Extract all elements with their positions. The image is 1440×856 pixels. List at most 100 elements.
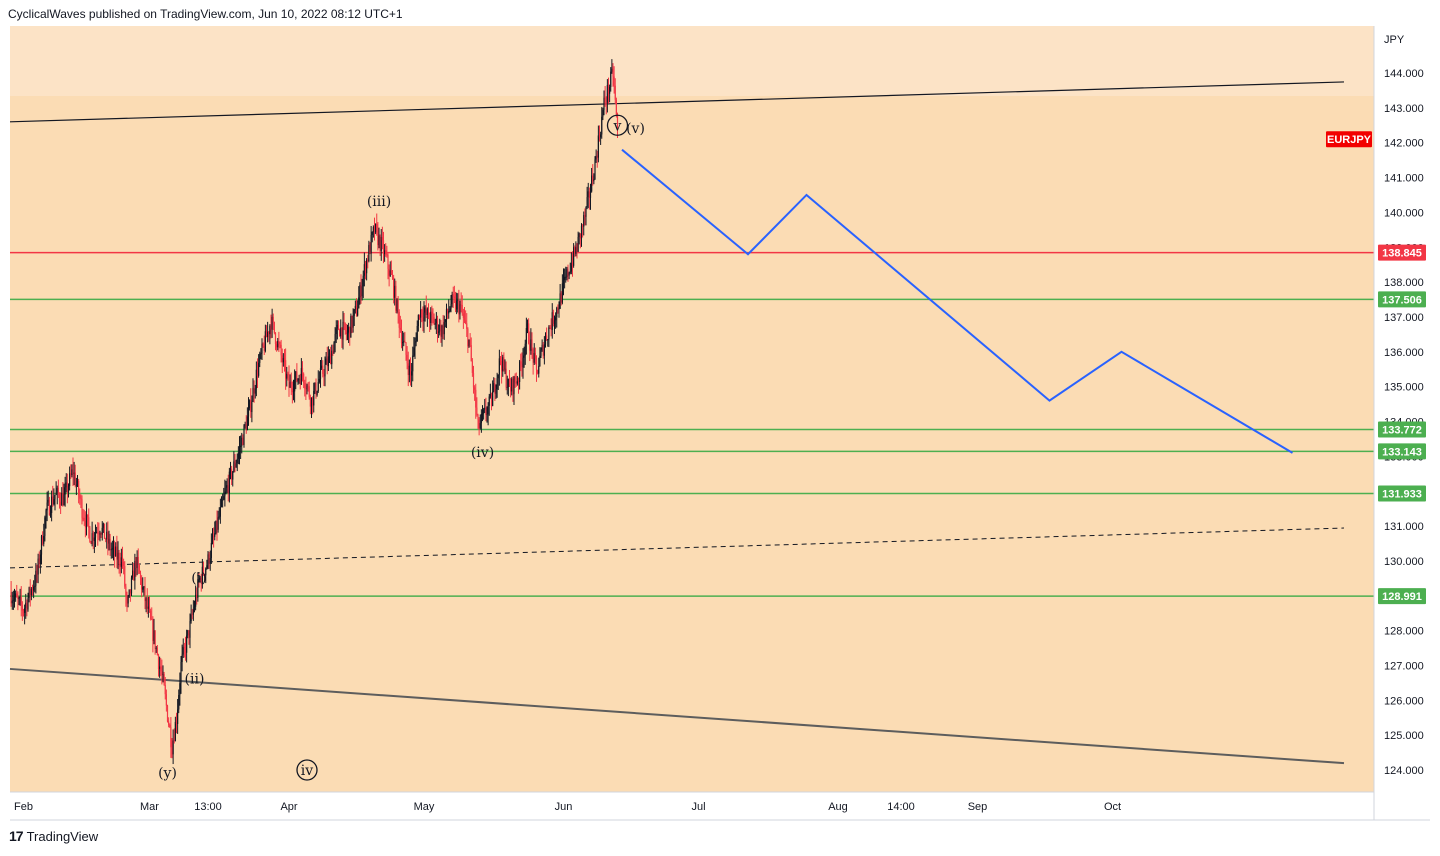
candle [88,508,90,539]
candle [148,596,151,613]
candle-body [109,538,111,550]
candle-body [546,335,548,340]
candle-body [568,272,570,276]
wave-label-5: (y) [158,765,177,781]
candle [224,479,226,507]
candle-body [348,326,350,333]
candle [430,307,432,330]
y-tick-label: 138.000 [1384,277,1424,289]
candle-body [245,424,247,431]
candle-body [519,361,521,382]
candle [582,223,584,238]
candle-body [72,469,74,474]
candle [576,243,578,259]
candle-body [585,206,587,217]
candle [364,260,367,280]
price-tag-bg [1378,485,1426,502]
candle-body [460,304,462,306]
candle [105,537,107,543]
candle-body [440,324,442,337]
price-tag-bg [1378,244,1426,261]
candle [169,723,171,728]
candle-body [283,358,286,361]
candle [454,291,457,313]
candle-body [111,548,113,550]
candle-body [402,342,404,344]
candle [117,541,119,570]
candle [116,535,118,569]
candle-body [414,342,416,348]
candle-body [71,469,73,475]
candle [84,511,86,538]
candle-body [92,533,94,541]
candle [118,549,120,574]
candle [417,314,419,332]
candle [244,421,246,429]
candle-body [84,520,86,528]
candle-body [93,537,95,541]
candle-body [231,468,233,480]
candle [81,495,83,525]
candle [180,655,182,694]
candle-body [123,561,125,566]
candle [236,453,238,472]
candle-body [341,327,343,340]
candle [29,579,31,607]
candle-body [549,327,551,329]
price-tag-133.772: 133.772 [1378,421,1426,438]
y-tick-label: 125.000 [1384,730,1424,742]
candle [368,240,370,263]
candle-body [234,461,236,468]
candle-body [505,368,507,388]
candle-body [350,316,352,338]
candle-body [253,387,255,394]
candle-body [615,99,617,115]
candle-body [474,387,476,390]
candle [322,360,324,378]
candle-body [339,329,341,337]
candle-body [517,380,520,382]
candle [166,704,169,723]
candle [337,320,340,331]
price-tag-138.845: 138.845 [1378,244,1426,261]
candle [60,492,62,514]
candle [247,397,250,426]
candle [570,252,572,275]
tradingview-logo[interactable]: 17 TradingView [9,828,98,844]
candle-body [332,350,334,354]
candle-body [85,514,88,528]
candle [125,583,127,607]
candle-body [605,102,607,104]
candle-body [600,134,602,138]
candle-body [481,413,484,415]
candle [501,351,503,384]
candle-body [106,531,108,540]
candle-body [133,570,135,581]
candle [277,338,279,351]
candle-body [567,268,569,276]
candle [181,644,183,672]
candle [38,551,40,569]
candle-body [78,480,80,496]
candle [508,370,511,387]
candle-body [300,368,302,385]
candle [56,485,58,505]
candle [150,608,152,621]
candle-body [565,276,567,278]
candle [333,341,335,354]
candle-body [512,378,514,395]
candle-body [166,705,169,722]
candle [444,319,446,328]
candle-body [226,485,228,488]
candle [451,291,453,308]
candle [197,572,199,602]
candle-body [445,309,448,320]
candle [399,315,401,333]
y-tick-label: 124.000 [1384,765,1424,777]
candle-body [593,179,595,182]
candle-body [121,557,124,562]
candle-body [33,586,35,591]
candle [448,299,450,319]
candle [534,347,536,365]
